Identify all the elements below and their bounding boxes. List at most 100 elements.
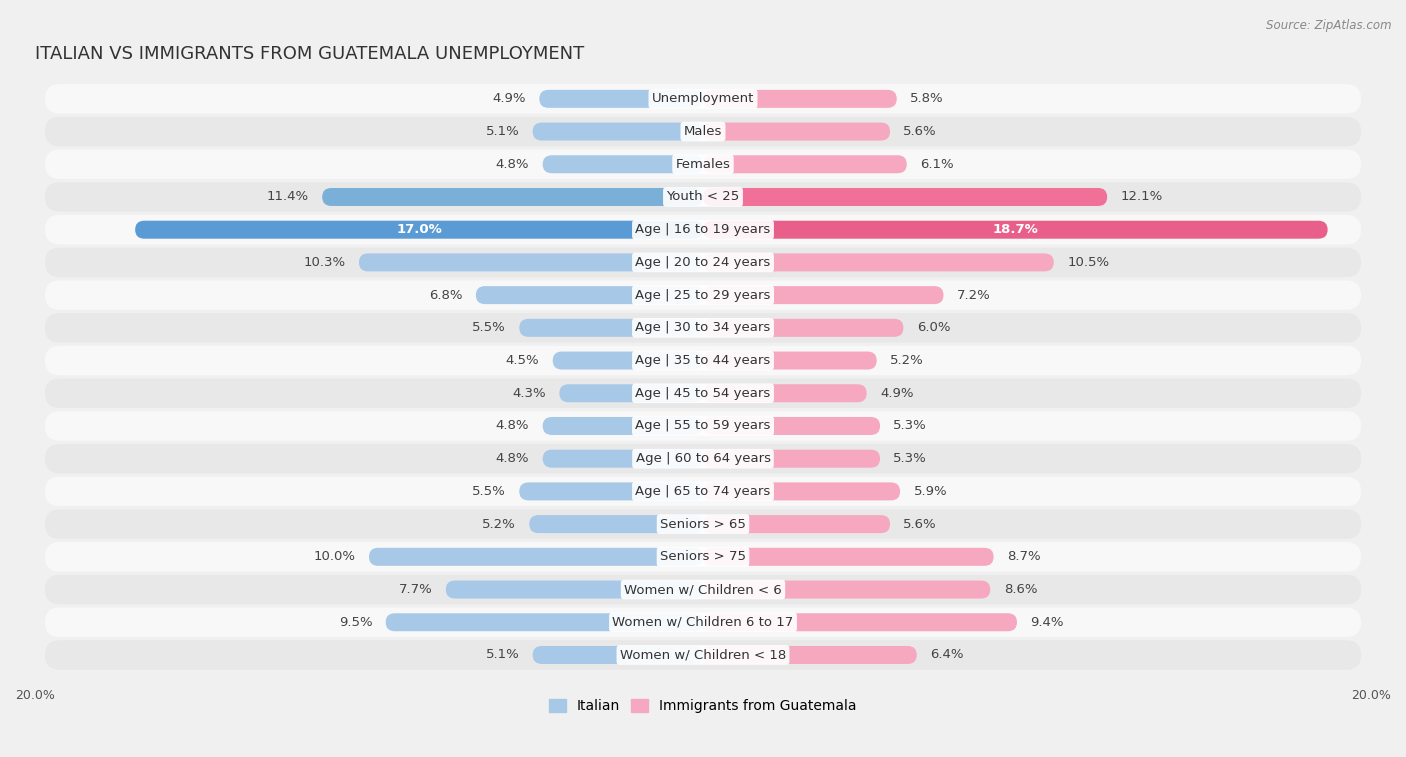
Text: 5.3%: 5.3%	[893, 419, 927, 432]
Text: Women w/ Children < 6: Women w/ Children < 6	[624, 583, 782, 596]
FancyBboxPatch shape	[45, 640, 1361, 670]
Text: 8.7%: 8.7%	[1007, 550, 1040, 563]
Text: Age | 55 to 59 years: Age | 55 to 59 years	[636, 419, 770, 432]
Text: Age | 35 to 44 years: Age | 35 to 44 years	[636, 354, 770, 367]
Text: 5.5%: 5.5%	[472, 485, 506, 498]
FancyBboxPatch shape	[519, 319, 703, 337]
Text: 4.8%: 4.8%	[496, 419, 529, 432]
Text: 5.1%: 5.1%	[485, 125, 519, 138]
Text: Age | 60 to 64 years: Age | 60 to 64 years	[636, 452, 770, 466]
Text: 12.1%: 12.1%	[1121, 191, 1163, 204]
FancyBboxPatch shape	[45, 608, 1361, 637]
Text: 6.8%: 6.8%	[429, 288, 463, 301]
Text: 5.3%: 5.3%	[893, 452, 927, 466]
FancyBboxPatch shape	[446, 581, 703, 599]
Text: 5.6%: 5.6%	[904, 125, 936, 138]
FancyBboxPatch shape	[703, 548, 994, 565]
Text: 9.4%: 9.4%	[1031, 615, 1064, 629]
Text: 9.5%: 9.5%	[339, 615, 373, 629]
Text: Seniors > 65: Seniors > 65	[659, 518, 747, 531]
Text: Seniors > 75: Seniors > 75	[659, 550, 747, 563]
Legend: Italian, Immigrants from Guatemala: Italian, Immigrants from Guatemala	[550, 699, 856, 713]
FancyBboxPatch shape	[703, 646, 917, 664]
Text: 5.9%: 5.9%	[914, 485, 948, 498]
FancyBboxPatch shape	[45, 509, 1361, 539]
FancyBboxPatch shape	[703, 385, 866, 402]
FancyBboxPatch shape	[703, 319, 904, 337]
Text: 8.6%: 8.6%	[1004, 583, 1038, 596]
Text: 10.5%: 10.5%	[1067, 256, 1109, 269]
FancyBboxPatch shape	[533, 123, 703, 141]
FancyBboxPatch shape	[45, 182, 1361, 212]
Text: 5.6%: 5.6%	[904, 518, 936, 531]
Text: Age | 25 to 29 years: Age | 25 to 29 years	[636, 288, 770, 301]
FancyBboxPatch shape	[540, 90, 703, 107]
FancyBboxPatch shape	[703, 581, 990, 599]
Text: 5.5%: 5.5%	[472, 321, 506, 335]
FancyBboxPatch shape	[543, 450, 703, 468]
Text: 4.9%: 4.9%	[880, 387, 914, 400]
FancyBboxPatch shape	[543, 417, 703, 435]
Text: Age | 45 to 54 years: Age | 45 to 54 years	[636, 387, 770, 400]
FancyBboxPatch shape	[45, 280, 1361, 310]
FancyBboxPatch shape	[703, 254, 1053, 272]
FancyBboxPatch shape	[45, 411, 1361, 441]
FancyBboxPatch shape	[703, 286, 943, 304]
FancyBboxPatch shape	[135, 221, 703, 238]
Text: Source: ZipAtlas.com: Source: ZipAtlas.com	[1267, 19, 1392, 32]
Text: Females: Females	[675, 157, 731, 171]
FancyBboxPatch shape	[385, 613, 703, 631]
Text: Age | 20 to 24 years: Age | 20 to 24 years	[636, 256, 770, 269]
FancyBboxPatch shape	[703, 188, 1107, 206]
Text: 4.8%: 4.8%	[496, 452, 529, 466]
Text: 5.2%: 5.2%	[482, 518, 516, 531]
FancyBboxPatch shape	[703, 90, 897, 107]
FancyBboxPatch shape	[45, 248, 1361, 277]
Text: 4.3%: 4.3%	[512, 387, 546, 400]
FancyBboxPatch shape	[475, 286, 703, 304]
FancyBboxPatch shape	[45, 117, 1361, 146]
Text: 10.0%: 10.0%	[314, 550, 356, 563]
Text: 7.7%: 7.7%	[399, 583, 433, 596]
FancyBboxPatch shape	[45, 346, 1361, 375]
FancyBboxPatch shape	[45, 84, 1361, 114]
Text: 18.7%: 18.7%	[993, 223, 1038, 236]
FancyBboxPatch shape	[543, 155, 703, 173]
FancyBboxPatch shape	[45, 575, 1361, 604]
Text: 4.8%: 4.8%	[496, 157, 529, 171]
Text: 11.4%: 11.4%	[267, 191, 309, 204]
Text: Women w/ Children 6 to 17: Women w/ Children 6 to 17	[613, 615, 793, 629]
Text: 4.5%: 4.5%	[506, 354, 540, 367]
FancyBboxPatch shape	[560, 385, 703, 402]
FancyBboxPatch shape	[45, 313, 1361, 343]
FancyBboxPatch shape	[703, 123, 890, 141]
FancyBboxPatch shape	[703, 221, 1327, 238]
Text: 5.1%: 5.1%	[485, 649, 519, 662]
Text: Age | 65 to 74 years: Age | 65 to 74 years	[636, 485, 770, 498]
Text: 6.4%: 6.4%	[931, 649, 963, 662]
FancyBboxPatch shape	[703, 351, 877, 369]
Text: Age | 30 to 34 years: Age | 30 to 34 years	[636, 321, 770, 335]
Text: 5.8%: 5.8%	[910, 92, 943, 105]
Text: 6.1%: 6.1%	[920, 157, 953, 171]
FancyBboxPatch shape	[45, 215, 1361, 245]
FancyBboxPatch shape	[45, 542, 1361, 572]
Text: Age | 16 to 19 years: Age | 16 to 19 years	[636, 223, 770, 236]
FancyBboxPatch shape	[529, 515, 703, 533]
Text: 7.2%: 7.2%	[957, 288, 991, 301]
Text: Women w/ Children < 18: Women w/ Children < 18	[620, 649, 786, 662]
Text: 4.9%: 4.9%	[492, 92, 526, 105]
FancyBboxPatch shape	[368, 548, 703, 565]
FancyBboxPatch shape	[322, 188, 703, 206]
FancyBboxPatch shape	[45, 477, 1361, 506]
Text: 5.2%: 5.2%	[890, 354, 924, 367]
FancyBboxPatch shape	[519, 482, 703, 500]
FancyBboxPatch shape	[45, 378, 1361, 408]
FancyBboxPatch shape	[359, 254, 703, 272]
Text: ITALIAN VS IMMIGRANTS FROM GUATEMALA UNEMPLOYMENT: ITALIAN VS IMMIGRANTS FROM GUATEMALA UNE…	[35, 45, 583, 64]
FancyBboxPatch shape	[703, 155, 907, 173]
Text: 10.3%: 10.3%	[304, 256, 346, 269]
Text: Youth < 25: Youth < 25	[666, 191, 740, 204]
FancyBboxPatch shape	[533, 646, 703, 664]
FancyBboxPatch shape	[45, 150, 1361, 179]
